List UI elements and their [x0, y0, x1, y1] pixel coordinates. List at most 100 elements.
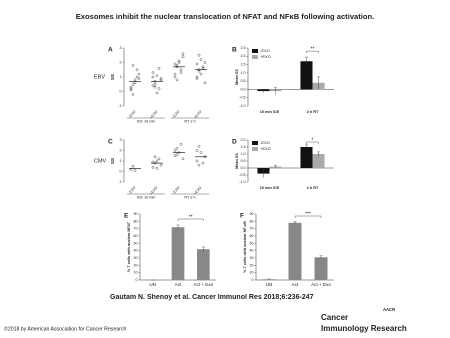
data-point [151, 75, 155, 79]
y-axis-label: % T cells with nuclear NFAT [127, 221, 131, 272]
legend-label: -EXO [260, 140, 270, 145]
y-tick-label: 1.5 [241, 63, 246, 67]
y-tick-label: 10 [134, 271, 138, 275]
y-axis-label: Mean SS [235, 153, 239, 169]
data-point [201, 66, 205, 70]
data-point [195, 75, 199, 79]
y-tick-label: 2.0 [241, 54, 246, 58]
y-tick-label: 30 [250, 256, 254, 260]
data-point [155, 91, 159, 95]
y-tick-label: 1.0 [241, 152, 246, 156]
group-label: ICE 10 min [137, 196, 156, 200]
data-point [155, 159, 159, 163]
x-tick-label: Act + Exo [193, 282, 213, 287]
panel-label: F [240, 213, 244, 220]
y-tick-label: 1 [120, 159, 122, 163]
data-point [195, 62, 199, 66]
x-tick-label: UN [149, 282, 156, 287]
data-point [135, 68, 139, 72]
panel-label: B [232, 47, 237, 54]
data-point [179, 71, 183, 75]
data-point [151, 71, 155, 75]
data-point [175, 147, 179, 150]
y-tick-label: 0 [252, 278, 254, 282]
data-point [131, 64, 135, 67]
data-point [181, 52, 185, 56]
significance-bracket [306, 50, 319, 54]
y-tick-label: 70 [250, 227, 254, 231]
data-point [157, 157, 161, 161]
data-point [159, 78, 163, 82]
y-tick-label: 30 [134, 256, 138, 260]
data-point [195, 77, 199, 80]
data-point [177, 59, 181, 63]
y-tick-label: 90 [134, 212, 138, 216]
y-axis-label: SS [110, 74, 115, 80]
data-point [195, 159, 199, 163]
data-point [179, 68, 183, 72]
group-label: RT 2 h [184, 196, 195, 200]
figure-title: Exosomes inhibit the nuclear translocati… [76, 12, 375, 21]
data-point [157, 87, 161, 90]
data-point [179, 142, 183, 146]
y-tick-label: 0.0 [241, 166, 246, 170]
y-axis-label: % T cells with nuclear NF-κB [243, 221, 247, 273]
panel-label: C [108, 139, 113, 146]
y-tick-label: 2 [120, 60, 122, 64]
y-tick-label: 2.5 [241, 46, 246, 50]
bar [300, 61, 313, 90]
bar [300, 147, 313, 168]
y-tick-label: -1.0 [239, 104, 245, 108]
y-tick-label: 60 [250, 234, 254, 238]
data-point [199, 151, 203, 154]
data-point [129, 88, 133, 92]
y-tick-label: -1 [118, 104, 121, 108]
y-tick-label: 20 [250, 263, 254, 267]
data-point [137, 72, 141, 76]
data-point [173, 62, 177, 66]
group-label: RT 2 h [184, 120, 195, 124]
legend-swatch [252, 147, 258, 151]
y-tick-label: 0 [136, 278, 138, 282]
data-point [197, 53, 201, 57]
data-point [201, 161, 205, 165]
data-point [129, 85, 133, 89]
y-tick-label: 50 [250, 241, 254, 245]
bar [171, 227, 185, 280]
data-point [159, 163, 163, 167]
data-point [181, 55, 185, 59]
panel-label: E [124, 213, 129, 220]
significance-bracket [177, 218, 204, 221]
data-point [131, 93, 135, 96]
y-tick-label: -1.0 [239, 180, 245, 184]
row-label: CMV [94, 158, 107, 164]
data-point [197, 163, 201, 167]
x-tick-label: +EXO [193, 186, 202, 196]
significance-bracket [306, 141, 319, 144]
data-point [151, 165, 155, 169]
legend-label: +EXO [260, 54, 271, 59]
logo-mark: AACR [383, 307, 395, 312]
data-point [137, 77, 141, 80]
y-tick-label: 2.0 [241, 138, 246, 142]
x-tick-label: 2 h RT [307, 110, 319, 114]
significance-label: *** [305, 211, 311, 217]
y-tick-label: -0.5 [239, 96, 245, 100]
data-point [173, 72, 177, 76]
data-point [133, 169, 137, 172]
y-tick-label: 50 [134, 241, 138, 245]
legend-label: -EXO [260, 48, 270, 53]
data-point [197, 144, 201, 148]
y-axis-label: Mean SS [235, 69, 239, 85]
data-point [177, 61, 181, 64]
bar [288, 222, 302, 280]
y-tick-label: 0.5 [241, 79, 246, 83]
data-point [203, 81, 207, 85]
data-point [135, 75, 139, 79]
data-point [173, 149, 177, 152]
legend-swatch [252, 55, 258, 59]
x-tick-label: -EXO [128, 186, 137, 195]
x-tick-label: Act [175, 282, 182, 287]
x-tick-label: +EXO [149, 110, 158, 120]
